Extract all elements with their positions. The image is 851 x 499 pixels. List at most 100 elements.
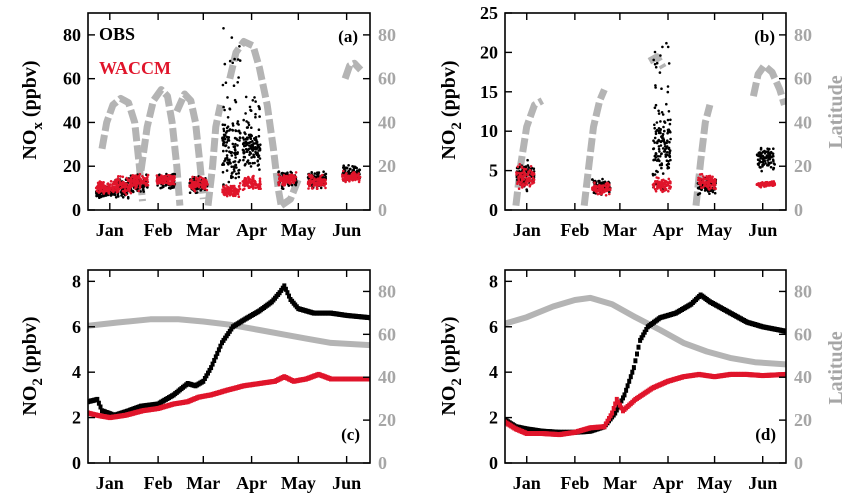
- waccm-point: [698, 181, 701, 185]
- waccm-point: [222, 188, 226, 192]
- obs-point: [758, 151, 761, 155]
- obs-point: [294, 183, 298, 187]
- y-axis-label-c: NO2 (ppbv): [19, 316, 46, 415]
- obs-point: [771, 158, 775, 161]
- y-right-tick-label: 20: [794, 156, 812, 176]
- y-tick-label: 20: [63, 156, 81, 176]
- obs-point: [622, 392, 627, 398]
- waccm-point: [163, 178, 167, 181]
- obs-point: [773, 163, 776, 166]
- obs-point: [619, 398, 624, 404]
- y-right-tick-label: 20: [378, 156, 396, 176]
- waccm-point: [95, 185, 99, 189]
- waccm-point: [194, 176, 198, 179]
- y-label-unit: (ppbv): [438, 316, 460, 378]
- obs-point: [662, 150, 666, 153]
- y-right-tick-label: 80: [794, 25, 812, 45]
- waccm-point: [197, 177, 200, 180]
- waccm-point: [519, 173, 522, 177]
- waccm-point: [707, 184, 711, 187]
- latitude-track-0: [512, 97, 544, 207]
- obs-point: [654, 84, 657, 87]
- x-tick-label: Feb: [144, 473, 173, 493]
- waccm-point: [343, 175, 346, 178]
- obs-point: [757, 162, 761, 165]
- obs-point: [711, 190, 715, 194]
- obs-point: [657, 147, 661, 151]
- x-tick-label: May: [281, 220, 316, 240]
- obs-point: [257, 155, 260, 159]
- waccm-point: [712, 182, 715, 186]
- obs-point: [667, 166, 671, 169]
- waccm-point: [356, 177, 359, 181]
- obs-point: [667, 110, 671, 113]
- waccm-point: [103, 190, 106, 194]
- data-layer-a: [94, 27, 362, 200]
- plot-frame-c: [87, 269, 371, 464]
- obs-point: [243, 144, 246, 148]
- y-label-sub: 2: [449, 122, 465, 130]
- waccm-point: [287, 181, 290, 184]
- waccm-point: [657, 176, 660, 180]
- obs-point: [222, 127, 225, 131]
- waccm-point: [170, 176, 174, 179]
- obs-point: [668, 140, 671, 144]
- waccm-point: [700, 172, 704, 176]
- legend-entry-waccm: WACCM: [99, 58, 171, 78]
- waccm-point: [247, 175, 250, 179]
- latitude-track-2: [647, 53, 667, 70]
- waccm-point: [146, 180, 150, 184]
- waccm-point: [599, 192, 602, 196]
- waccm-point: [294, 171, 298, 174]
- waccm-point: [138, 172, 142, 176]
- obs-point: [713, 191, 717, 195]
- waccm-point: [518, 163, 522, 166]
- obs-point: [659, 128, 662, 131]
- obs-point: [653, 154, 657, 158]
- latitude-track-6: [341, 59, 364, 80]
- obs-point: [254, 112, 257, 116]
- obs-point: [656, 140, 659, 143]
- obs-point: [286, 171, 289, 174]
- obs-point: [356, 169, 359, 172]
- obs-point: [224, 157, 227, 160]
- waccm-point: [654, 189, 658, 193]
- waccm-point: [291, 180, 295, 184]
- obs-point: [222, 143, 225, 147]
- waccm-point: [222, 185, 225, 188]
- obs-point: [759, 146, 763, 150]
- obs-point: [257, 128, 261, 131]
- obs-point: [188, 191, 192, 194]
- obs-point: [223, 141, 226, 144]
- waccm-point: [769, 182, 773, 186]
- obs-point: [230, 165, 233, 168]
- waccm-point: [228, 187, 231, 191]
- obs-point: [161, 186, 164, 189]
- waccm-point: [132, 178, 136, 182]
- obs-point: [661, 132, 665, 136]
- obs-point: [227, 146, 230, 149]
- waccm-point: [308, 175, 311, 178]
- obs-point: [658, 71, 662, 74]
- waccm-point: [595, 190, 598, 194]
- obs-point: [234, 129, 237, 132]
- obs-point: [222, 27, 225, 30]
- waccm-point: [167, 178, 170, 182]
- obs-point: [114, 196, 118, 199]
- waccm-point: [668, 184, 671, 188]
- obs-point: [624, 387, 629, 393]
- obs-point: [277, 170, 281, 173]
- obs-point: [245, 120, 248, 123]
- waccm-point: [105, 188, 109, 191]
- waccm-point: [617, 402, 622, 408]
- waccm-point: [529, 165, 533, 168]
- obs-point: [250, 156, 253, 159]
- obs-point: [664, 153, 667, 156]
- waccm-point: [312, 179, 316, 182]
- obs-point: [666, 45, 670, 49]
- obs-point: [222, 129, 226, 133]
- waccm-point: [112, 180, 116, 184]
- obs-point: [224, 144, 227, 148]
- obs-point: [223, 137, 227, 141]
- obs-point: [213, 354, 218, 360]
